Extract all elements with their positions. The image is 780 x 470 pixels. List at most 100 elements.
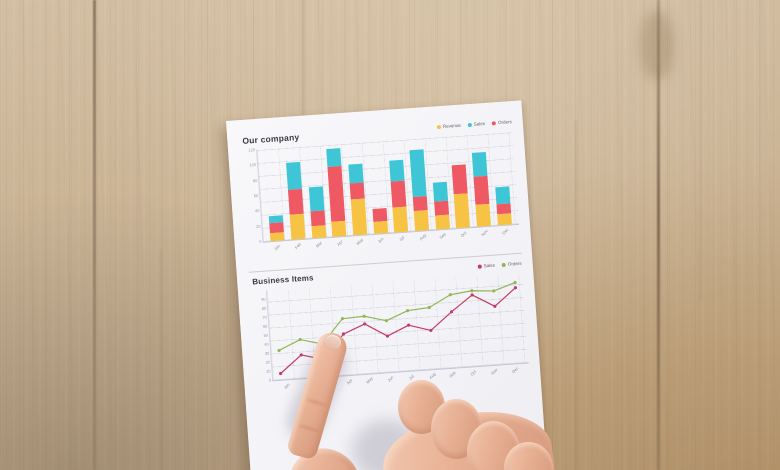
x-axis-tick-label: Feb <box>293 241 303 251</box>
wood-grain-streak <box>575 120 577 470</box>
line-chart-plot: 0 10 20 30 40 50 60 70 80 90 <box>261 272 529 383</box>
data-point-marker <box>341 332 346 336</box>
x-axis-tick-label: May <box>365 375 375 385</box>
x-axis-tick-label: Apr <box>335 238 344 247</box>
y-axis-tick-label: 20 <box>265 359 271 365</box>
line-chart-svg <box>277 280 518 376</box>
x-axis-tick-label: Apr <box>345 377 354 386</box>
bar-chart-bars <box>257 132 519 242</box>
stacked-bar <box>285 147 306 240</box>
legend-swatch-icon <box>467 122 472 127</box>
legend-label: Revenue <box>442 122 462 129</box>
y-axis-tick-label: 70 <box>262 314 267 320</box>
legend-swatch-icon <box>501 262 507 267</box>
y-axis-tick-label: 50 <box>263 332 269 338</box>
data-point-marker <box>384 319 388 323</box>
bar-segment <box>372 207 387 222</box>
stacked-bar <box>388 140 409 233</box>
y-axis-tick-label: 80 <box>261 305 267 311</box>
data-point-marker <box>299 353 303 357</box>
data-point-marker <box>363 322 367 326</box>
x-axis-tick-label: Oct <box>469 368 478 377</box>
data-point-marker <box>493 304 497 308</box>
y-axis-tick-label: 40 <box>264 341 269 347</box>
bar-segment <box>433 200 449 216</box>
legend-swatch-icon <box>436 124 442 129</box>
data-point-marker <box>298 337 302 342</box>
wood-grain-streak <box>700 0 702 300</box>
data-point-marker <box>279 371 283 376</box>
x-axis-tick-label: Dec <box>510 365 519 375</box>
bar-chart-legend: Revenue Sales Orders <box>436 117 512 130</box>
y-axis-tick-label: 0 <box>259 238 262 244</box>
bar-segment <box>409 149 427 197</box>
bar-segment <box>389 159 405 182</box>
x-axis-tick-label: Oct <box>459 230 468 239</box>
wood-plank-seam <box>657 0 660 470</box>
data-point-marker <box>470 289 474 293</box>
legend-label: Sales <box>483 262 496 269</box>
legend-item: Sales <box>467 121 485 127</box>
data-point-marker <box>427 305 431 310</box>
data-point-marker <box>448 293 452 297</box>
legend-swatch-icon <box>477 264 482 269</box>
y-axis-tick-label: 90 <box>260 296 266 302</box>
bar-segment <box>453 192 471 229</box>
x-axis-tick-label: Jun <box>386 374 395 383</box>
data-point-marker <box>429 328 433 333</box>
bar-segment <box>473 176 490 205</box>
x-axis-tick-label: May <box>355 236 365 246</box>
bar-segment <box>413 210 430 232</box>
data-point-marker <box>406 309 410 313</box>
legend-item: Orders <box>491 119 512 126</box>
bar-chart-plot: 0 20 40 60 80 100 120 <box>248 132 519 244</box>
y-axis-tick-label: 0 <box>268 377 272 383</box>
bar-chart-title: Our company <box>242 131 300 146</box>
bar-segment <box>471 151 488 178</box>
bar-segment <box>327 166 346 222</box>
bar-segment <box>475 203 491 227</box>
stacked-bar <box>367 141 388 234</box>
data-point-marker <box>470 293 474 297</box>
y-axis-tick-label: 30 <box>264 350 270 356</box>
y-axis-tick-label: 100 <box>249 162 257 168</box>
bar-segment <box>270 232 285 242</box>
bar-segment <box>496 213 512 226</box>
finger-crease <box>297 424 319 433</box>
bar-segment <box>308 186 325 212</box>
bar-segment <box>310 210 326 227</box>
data-point-marker <box>513 280 517 285</box>
stacked-bar <box>347 143 368 236</box>
y-axis-tick-label: 120 <box>248 147 256 153</box>
legend-item: Revenue <box>436 122 462 130</box>
stacked-bar <box>450 135 471 229</box>
legend-label: Orders <box>497 119 512 126</box>
bar-segment <box>348 164 364 184</box>
x-axis-tick-label: Dec <box>500 227 510 236</box>
bar-segment <box>289 214 306 240</box>
y-axis-tick-label: 60 <box>262 323 268 329</box>
bar-segment <box>326 147 342 168</box>
y-axis-tick-label: 60 <box>253 192 259 199</box>
x-axis-tick-label: Nov <box>480 228 489 238</box>
stacked-bar <box>409 138 430 232</box>
stacked-bar <box>326 144 347 237</box>
bar-segment <box>349 182 365 200</box>
y-axis-tick-label: 80 <box>252 177 258 183</box>
y-axis-tick-label: 40 <box>254 208 260 214</box>
y-axis-tick-label: 20 <box>255 223 261 229</box>
bar-segment <box>350 198 368 236</box>
x-axis-tick-label: Aug <box>417 232 427 242</box>
data-point-marker <box>492 289 496 293</box>
bar-segment <box>434 214 450 230</box>
line-series <box>278 281 516 351</box>
data-point-marker <box>449 310 454 314</box>
legend-item: Sales <box>477 262 496 269</box>
x-axis-tick-label: Jul <box>397 234 406 243</box>
x-axis-tick-label: Jan <box>282 381 292 390</box>
data-point-marker <box>362 314 366 318</box>
wood-grain-streak <box>302 0 304 210</box>
stacked-bar <box>306 146 326 239</box>
bar-segment <box>451 164 468 194</box>
